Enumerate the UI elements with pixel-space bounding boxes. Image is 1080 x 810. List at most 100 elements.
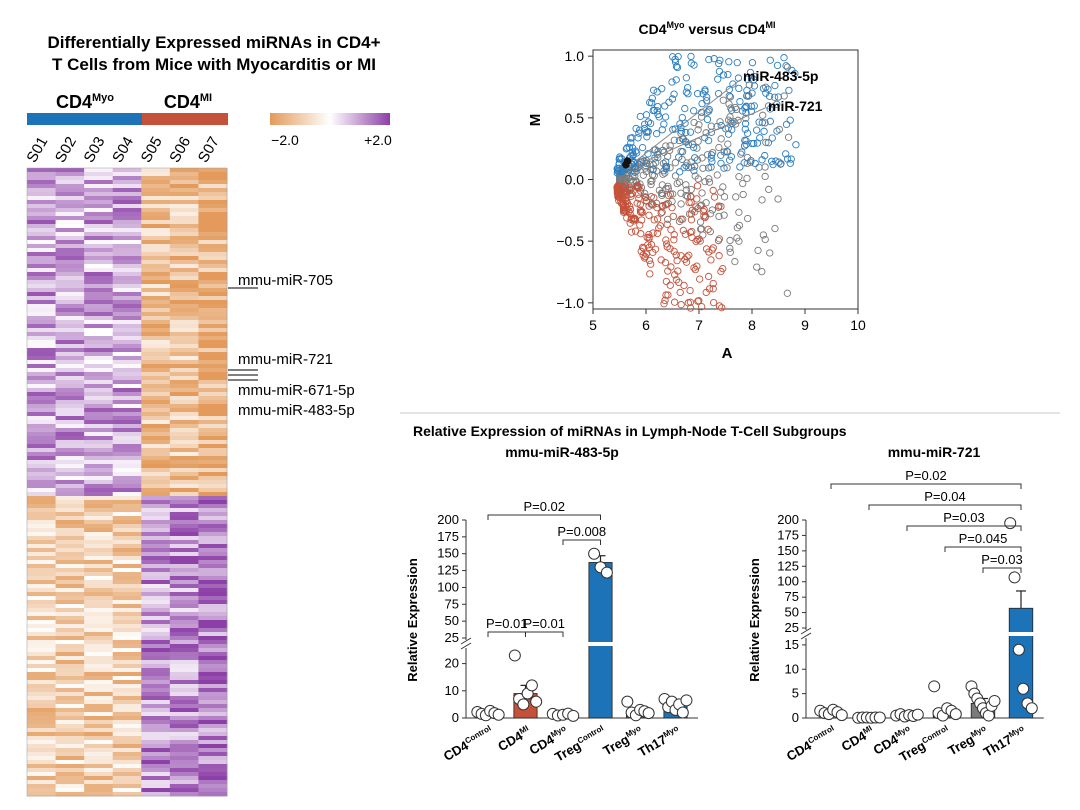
heatmap-cell <box>112 760 142 765</box>
heatmap-cell <box>198 620 228 625</box>
heatmap-cell <box>55 500 85 505</box>
heatmap-cell <box>169 648 199 653</box>
heatmap-cell <box>55 208 85 213</box>
scatter-point <box>726 236 734 245</box>
scatter-point <box>770 93 779 101</box>
scatter-point <box>724 70 732 79</box>
heatmap-cell <box>55 368 85 373</box>
heatmap-cell <box>112 776 142 781</box>
scatter-point <box>636 221 644 229</box>
comparison-bracket <box>906 525 1022 531</box>
heatmap-cell <box>198 684 228 689</box>
scatter-point <box>670 236 678 244</box>
heatmap-cell <box>141 176 171 181</box>
y-tick-label: 25 <box>785 620 799 635</box>
heatmap-cell <box>84 324 114 329</box>
heatmap-cell <box>27 552 56 557</box>
scatter-point <box>660 167 668 175</box>
scatter-point <box>662 164 670 173</box>
heatmap-cell <box>27 480 56 485</box>
heatmap-cell <box>55 576 85 581</box>
scatter-point <box>658 85 666 93</box>
heatmap-cell <box>84 252 114 257</box>
heatmap-cell <box>84 764 114 769</box>
heatmap-cell <box>84 524 114 529</box>
heatmap-cell <box>84 768 114 773</box>
scatter-point <box>686 193 695 201</box>
heatmap-cell <box>169 212 199 217</box>
heatmap-cell <box>112 660 142 665</box>
heatmap-cell <box>27 264 56 269</box>
heatmap-cell <box>55 536 85 541</box>
heatmap-cell <box>27 692 56 697</box>
scatter-point <box>641 120 649 128</box>
heatmap-cell <box>169 692 199 697</box>
sample-label: S04 <box>109 134 137 166</box>
heatmap-cell <box>55 724 85 729</box>
heatmap-cell <box>198 488 228 493</box>
heatmap-cell <box>55 732 85 737</box>
heatmap-cell <box>198 720 228 725</box>
heatmap-cell <box>141 340 171 345</box>
heatmap-cell <box>55 412 85 417</box>
heatmap-cell <box>84 496 114 501</box>
heatmap-cell <box>84 576 114 581</box>
scatter-point <box>783 289 792 297</box>
heatmap-cell <box>198 212 228 217</box>
data-point <box>1008 571 1021 584</box>
heatmap-cell <box>169 208 199 213</box>
heatmap-cell <box>141 476 171 481</box>
scatter-point <box>723 147 731 155</box>
heatmap-cell <box>84 216 114 221</box>
scatter-point <box>664 191 673 200</box>
heatmap-cell <box>55 192 85 197</box>
p-value-label: P=0.01 <box>523 616 565 631</box>
heatmap-cell <box>27 544 56 549</box>
heatmap-cell <box>55 296 85 301</box>
heatmap-cell <box>55 784 85 789</box>
heatmap-cell <box>112 780 142 785</box>
scatter-point <box>706 227 714 236</box>
scatter-point <box>669 212 677 221</box>
p-value-label: P=0.045 <box>959 531 1008 546</box>
heatmap-cell <box>55 336 85 341</box>
scatter-point <box>724 130 733 138</box>
heatmap-cell <box>84 712 114 717</box>
bar-break-gap <box>1008 632 1034 636</box>
heatmap-cell <box>169 728 199 733</box>
scatter-point <box>786 116 794 124</box>
scatter-point <box>648 177 656 185</box>
heatmap-cell <box>84 700 114 705</box>
heatmap-cell <box>112 524 142 529</box>
heatmap-cell <box>55 220 85 225</box>
scatter-point <box>686 128 695 136</box>
scatter-point <box>666 142 674 150</box>
heatmap-cell <box>141 572 171 577</box>
scatter-point <box>680 163 688 172</box>
scatter-point <box>653 107 661 115</box>
heatmap-cell <box>27 540 56 545</box>
heatmap-cell <box>84 372 114 377</box>
heatmap-cell <box>84 672 114 677</box>
heatmap-cell <box>141 532 171 537</box>
heatmap-cell <box>169 188 199 193</box>
heatmap-cell <box>169 416 199 421</box>
heatmap-cell <box>169 200 199 205</box>
scatter-point <box>627 139 635 147</box>
heatmap-cell <box>55 344 85 349</box>
heatmap-cell <box>112 756 142 761</box>
heatmap-cell <box>141 396 171 401</box>
heatmap-cell <box>198 740 228 745</box>
heatmap-cell <box>84 732 114 737</box>
heatmap-cell <box>198 252 228 257</box>
heatmap-cell <box>198 728 228 733</box>
scatter-point <box>662 277 671 286</box>
heatmap-cell <box>141 792 171 797</box>
heatmap-cell <box>169 168 199 173</box>
heatmap-cell <box>27 304 56 309</box>
heatmap-cell <box>112 592 142 597</box>
heatmap-cell <box>141 496 171 501</box>
scatter-point <box>662 236 670 244</box>
heatmap-cell <box>84 636 114 641</box>
heatmap-cell <box>169 272 199 277</box>
